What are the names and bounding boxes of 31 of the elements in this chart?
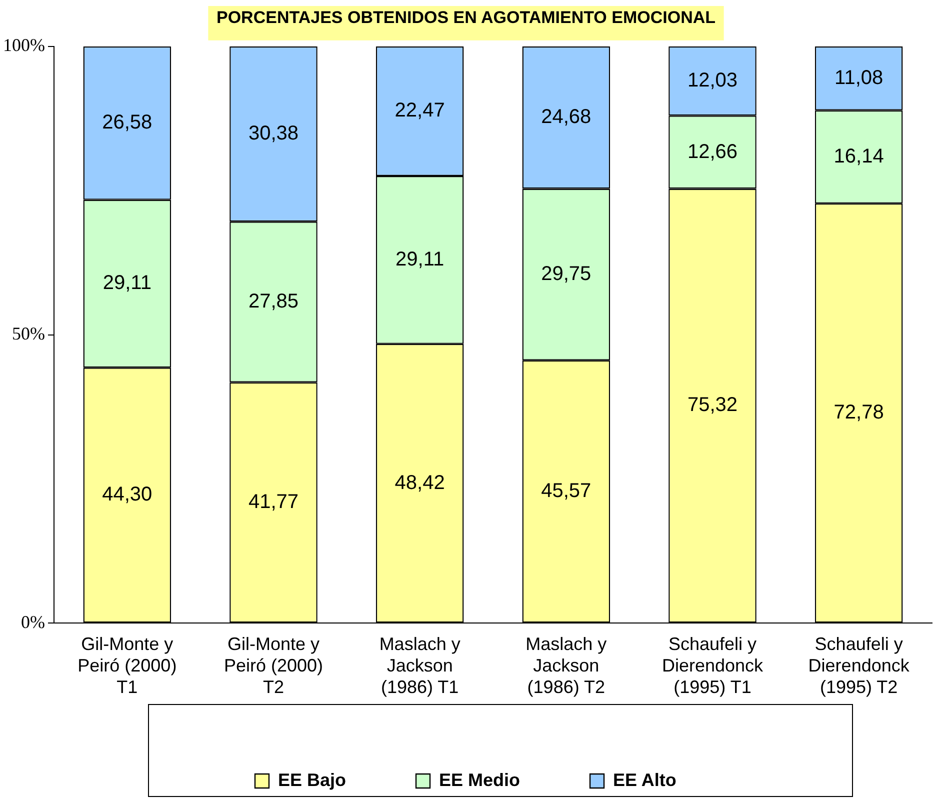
data-label: 44,30 xyxy=(102,484,152,506)
data-label: 11,08 xyxy=(834,66,884,89)
x-tick-label: Maslach y Jackson (1986) T1 xyxy=(379,634,460,698)
data-label: 45,57 xyxy=(541,480,592,502)
legend-label: EE Medio xyxy=(439,770,520,790)
data-label: 30,38 xyxy=(248,122,299,145)
legend-label: EE Alto xyxy=(613,770,676,790)
data-label: 29,11 xyxy=(102,272,152,294)
y-tick-label: 100% xyxy=(2,35,45,56)
x-tick-label: Maslach y Jackson (1986) T2 xyxy=(526,634,607,698)
data-label: 48,42 xyxy=(394,472,445,494)
x-tick-label: Schaufeli y Dierendonck (1995) T2 xyxy=(808,634,910,698)
data-label: 41,77 xyxy=(248,491,299,513)
chart-title: PORCENTAJES OBTENIDOS EN AGOTAMIENTO EMOCIONAL xyxy=(216,8,716,27)
x-tick-label: Gil-Monte y Peiró (2000) T2 xyxy=(224,634,324,698)
legend-label: EE Bajo xyxy=(278,770,346,790)
x-tick-label: Schaufeli y Dierendonck (1995) T1 xyxy=(662,634,764,698)
y-tick-label: 0% xyxy=(20,612,45,632)
data-label: 24,68 xyxy=(541,106,592,128)
data-label: 16,14 xyxy=(834,145,884,168)
data-label: 27,85 xyxy=(248,290,299,312)
data-label: 29,75 xyxy=(541,263,592,286)
data-label: 29,11 xyxy=(396,248,444,270)
data-label: 26,58 xyxy=(102,112,152,134)
data-label: 72,78 xyxy=(834,402,884,424)
y-tick-label: 50% xyxy=(12,324,45,344)
data-label: 12,66 xyxy=(687,140,738,163)
data-label: 22,47 xyxy=(394,100,445,122)
x-tick-label: Gil-Monte y Peiró (2000) T1 xyxy=(78,634,177,698)
data-label: 12,03 xyxy=(687,70,738,92)
data-label: 75,32 xyxy=(687,394,738,416)
